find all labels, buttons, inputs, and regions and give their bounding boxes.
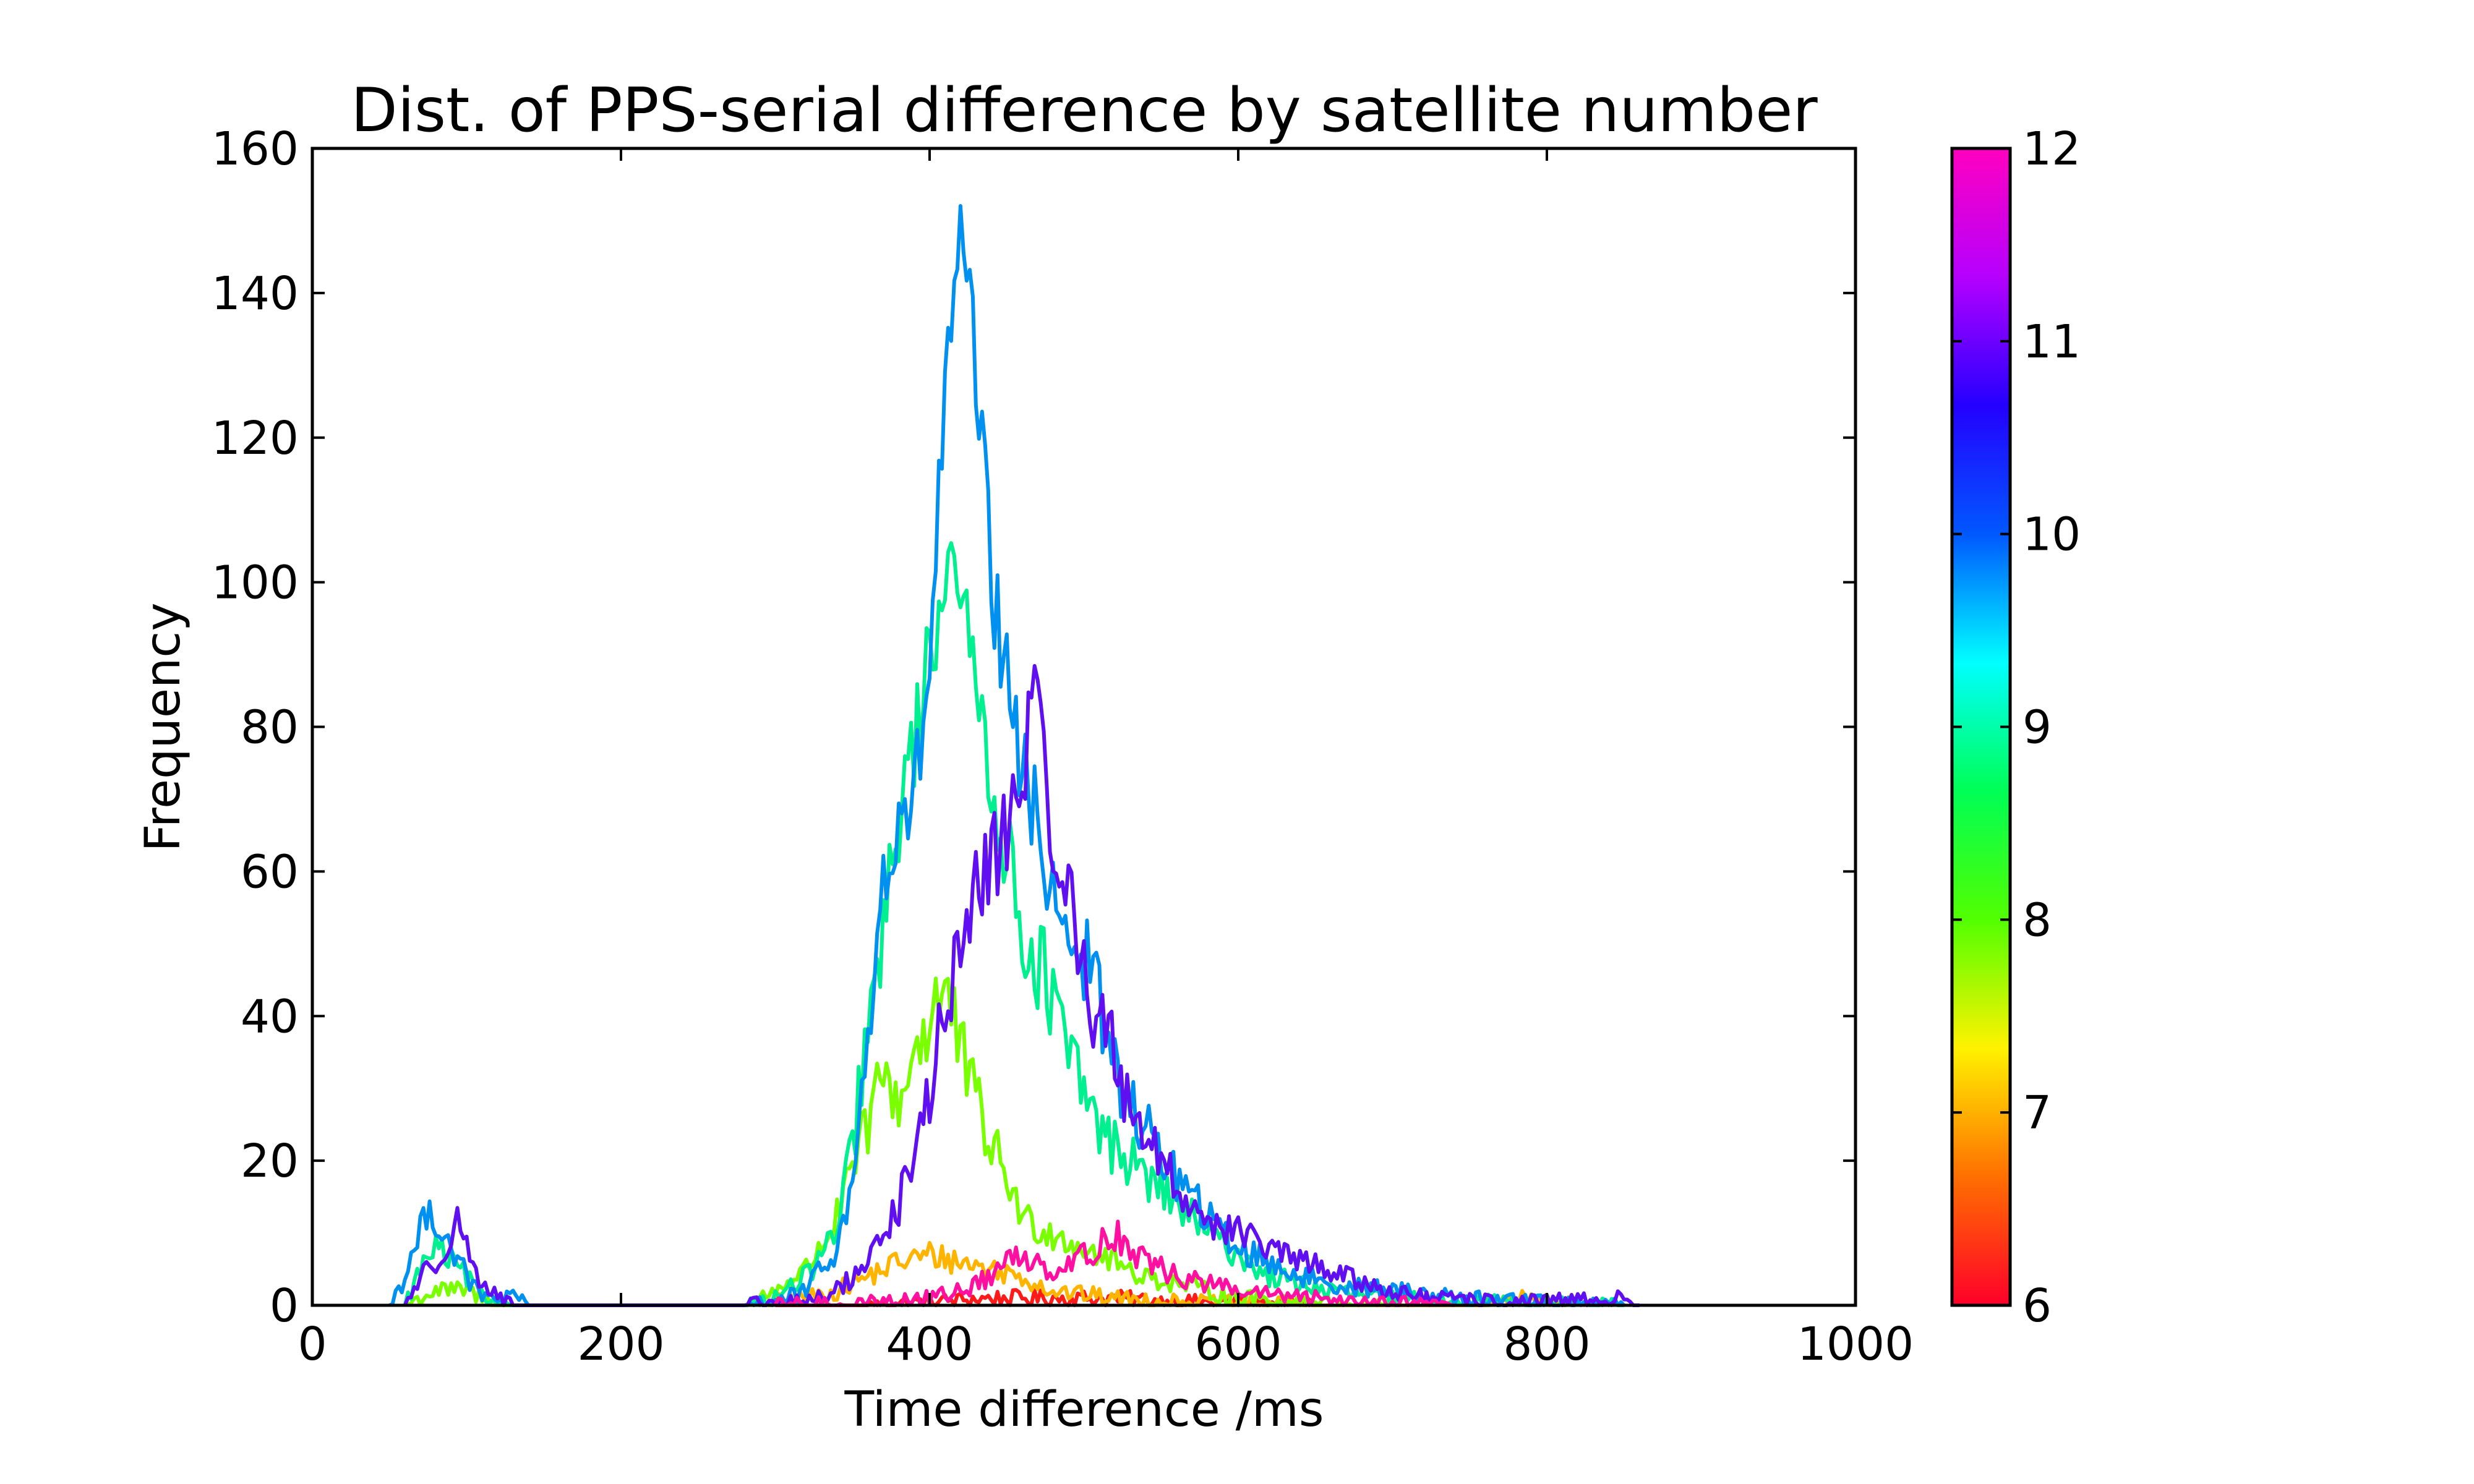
series-line-12-satellites [773, 1219, 1455, 1307]
y-tick-label: 120 [212, 412, 299, 465]
y-tick-label: 0 [270, 1279, 299, 1333]
colorbar-tick-label: 8 [2022, 893, 2052, 947]
colorbar-tick-label: 10 [2022, 508, 2081, 561]
x-tick-label: 200 [577, 1318, 664, 1371]
y-tick-label: 60 [241, 845, 299, 898]
colorbar-tick-label: 7 [2022, 1086, 2052, 1140]
x-tick-label: 0 [297, 1318, 327, 1371]
colorbar-ticks: 6 7 8 9 10 11 12 [1952, 122, 2081, 1333]
y-axis-label: Frequency [135, 603, 191, 852]
colorbar-tick-label: 9 [2022, 701, 2052, 754]
colorbar-tick-label: 6 [2022, 1279, 2052, 1333]
x-tick-label: 1000 [1797, 1318, 1914, 1371]
y-tick-label: 80 [241, 701, 299, 754]
y-tick-label: 140 [212, 267, 299, 320]
x-tick-label: 600 [1194, 1318, 1282, 1371]
y-tick-label: 100 [212, 556, 299, 610]
colorbar-tick-label: 11 [2022, 315, 2081, 369]
plot-area: 0 200 400 600 800 1000 0 20 40 60 80 100 120 140 160 [212, 122, 1914, 1371]
colorbar-tick-label: 12 [2022, 122, 2081, 176]
colorbar: 6 7 8 9 10 11 12 [1950, 122, 2081, 1333]
y-tick-label: 160 [212, 122, 299, 176]
x-tick-label: 800 [1503, 1318, 1590, 1371]
x-tick-label: 400 [886, 1318, 973, 1371]
chart-title: Dist. of PPS-serial difference by satell… [351, 75, 1818, 146]
y-tick-label: 20 [241, 1135, 299, 1188]
y-tick-label: 40 [241, 990, 299, 1043]
ticks-layer: 0 200 400 600 800 1000 0 20 40 60 80 100 120 140 160 [212, 122, 1914, 1371]
x-axis-label: Time difference /ms [844, 1382, 1324, 1438]
